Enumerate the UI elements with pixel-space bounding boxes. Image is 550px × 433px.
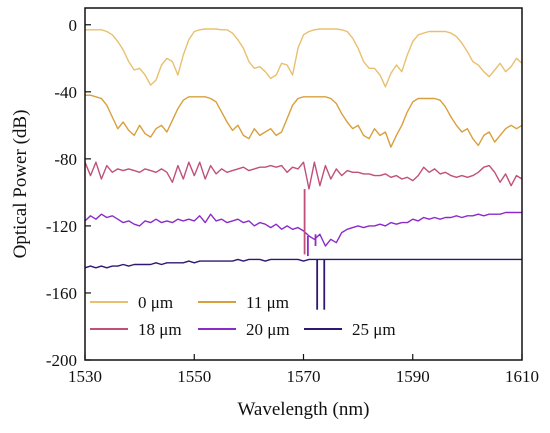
x-tick-label: 1550 bbox=[177, 367, 211, 386]
dip-layer bbox=[303, 189, 326, 310]
x-tick-label: 1570 bbox=[287, 367, 321, 386]
series-line-5 bbox=[84, 258, 522, 269]
y-tick-label: -80 bbox=[54, 150, 77, 169]
x-tick-label: 1590 bbox=[396, 367, 430, 386]
x-axis-title: Wavelength (nm) bbox=[238, 399, 370, 420]
y-tick-label: 0 bbox=[69, 16, 78, 35]
series-line-1 bbox=[85, 28, 523, 88]
legend: 0 μm 11 μm 18 μm 20 μm 25 μm bbox=[90, 293, 396, 339]
series-line-4 bbox=[84, 211, 522, 247]
x-tick-label: 1530 bbox=[68, 367, 102, 386]
legend-label: 11 μm bbox=[246, 293, 289, 312]
y-tick-label: -200 bbox=[46, 351, 77, 370]
series-line-2 bbox=[85, 94, 523, 148]
legend-label: 18 μm bbox=[138, 320, 182, 339]
legend-label: 25 μm bbox=[352, 320, 396, 339]
series-layer bbox=[84, 28, 523, 269]
legend-label: 0 μm bbox=[138, 293, 173, 312]
y-axis-title: Optical Power (dB) bbox=[10, 110, 31, 259]
y-tick-label: -160 bbox=[46, 284, 77, 303]
legend-label: 20 μm bbox=[246, 320, 290, 339]
y-tick-label: -120 bbox=[46, 217, 77, 236]
x-tick-label: 1610 bbox=[505, 367, 539, 386]
tick-layer: 1530 1550 1570 1590 1610 0 -40 -80 -120 -160 -200 bbox=[46, 16, 539, 386]
series-line-3 bbox=[84, 161, 523, 190]
y-tick-label: -40 bbox=[54, 83, 77, 102]
